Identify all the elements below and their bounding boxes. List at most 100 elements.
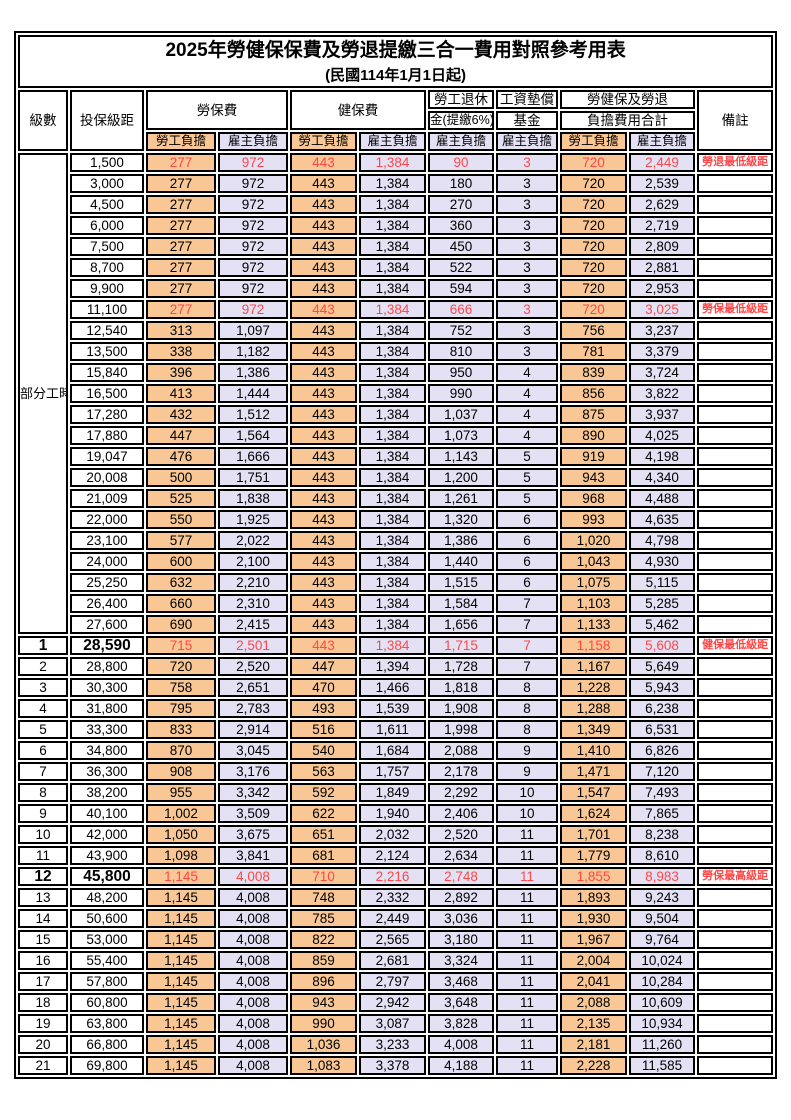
value-cell: 1,515 (428, 573, 494, 592)
remark-cell (697, 573, 774, 592)
value-cell: 4,008 (218, 993, 288, 1012)
value-cell: 1,893 (560, 888, 627, 907)
value-cell: 1,261 (428, 489, 494, 508)
table-row: 1 28,590 715 2,501 443 1,384 1,715 7 1,158 5,608 健… (18, 636, 774, 655)
value-cell: 4,025 (629, 426, 695, 445)
value-cell: 1,998 (428, 720, 494, 739)
table-row: 9,900 277 972 443 1,384 594 3 720 2,953 (18, 279, 774, 298)
value-cell: 11 (496, 909, 558, 928)
value-cell: 6 (496, 573, 558, 592)
value-cell: 1,384 (359, 510, 426, 529)
value-cell: 270 (428, 195, 494, 214)
value-cell: 1,384 (359, 636, 426, 655)
table-row: 27,600 690 2,415 443 1,384 1,656 7 1,133 5,462 (18, 615, 774, 634)
value-cell: 592 (290, 783, 357, 802)
value-cell: 5 (496, 489, 558, 508)
table-row: 10 42,000 1,050 3,675 651 2,032 2,520 11 1,701 8,… (18, 825, 774, 844)
value-cell: 1,384 (359, 342, 426, 361)
level-cell: 15 (18, 930, 68, 949)
bracket-cell: 21,009 (70, 489, 144, 508)
value-cell: 1,075 (560, 573, 627, 592)
value-cell: 919 (560, 447, 627, 466)
remark-cell (697, 1056, 774, 1075)
table-row: 11 43,900 1,098 3,841 681 2,124 2,634 11 1,779 8,… (18, 846, 774, 865)
value-cell: 447 (146, 426, 216, 445)
value-cell: 5,943 (629, 678, 695, 697)
remark-cell (697, 174, 774, 193)
value-cell: 972 (218, 216, 288, 235)
value-cell: 2,032 (359, 825, 426, 844)
value-cell: 710 (290, 867, 357, 886)
level-cell: 1 (18, 636, 68, 655)
col-header-level: 級數 (18, 90, 68, 151)
value-cell: 1,386 (428, 531, 494, 550)
remark-cell (697, 762, 774, 781)
value-cell: 3 (496, 279, 558, 298)
remark-cell (697, 237, 774, 256)
value-cell: 3,342 (218, 783, 288, 802)
value-cell: 9 (496, 762, 558, 781)
value-cell: 1,838 (218, 489, 288, 508)
level-cell: 6 (18, 741, 68, 760)
subheader-total-employer: 雇主負擔 (629, 132, 695, 151)
value-cell: 810 (428, 342, 494, 361)
value-cell: 1,145 (146, 1014, 216, 1033)
table-row: 17,880 447 1,564 443 1,384 1,073 4 890 4,025 (18, 426, 774, 445)
value-cell: 2,629 (629, 195, 695, 214)
value-cell: 443 (290, 321, 357, 340)
value-cell: 2,565 (359, 930, 426, 949)
value-cell: 4,635 (629, 510, 695, 529)
value-cell: 1,145 (146, 909, 216, 928)
table-row: 15 53,000 1,145 4,008 822 2,565 3,180 11 1,967 9,… (18, 930, 774, 949)
title-row: 2025年勞健保保費及勞退提繳三合一費用對照參考用表 (民國114年1月1日起) (18, 35, 774, 88)
value-cell: 3,237 (629, 321, 695, 340)
value-cell: 3,468 (428, 972, 494, 991)
value-cell: 1,384 (359, 300, 426, 319)
value-cell: 758 (146, 678, 216, 697)
value-cell: 890 (560, 426, 627, 445)
value-cell: 3,324 (428, 951, 494, 970)
value-cell: 5,608 (629, 636, 695, 655)
subheader-labor-employee: 勞工負擔 (146, 132, 216, 151)
value-cell: 3,045 (218, 741, 288, 760)
table-row: 17 57,800 1,145 4,008 896 2,797 3,468 11 2,041 10… (18, 972, 774, 991)
col-header-pension-line2: 金(提繳6%) (428, 111, 494, 130)
value-cell: 4 (496, 426, 558, 445)
value-cell: 2,415 (218, 615, 288, 634)
value-cell: 180 (428, 174, 494, 193)
value-cell: 11 (496, 951, 558, 970)
bracket-cell: 13,500 (70, 342, 144, 361)
table-row: 7 36,300 908 3,176 563 1,757 2,178 9 1,471 7,120 (18, 762, 774, 781)
value-cell: 2,748 (428, 867, 494, 886)
value-cell: 720 (560, 300, 627, 319)
value-cell: 443 (290, 216, 357, 235)
table-row: 3 30,300 758 2,651 470 1,466 1,818 8 1,228 5,943 (18, 678, 774, 697)
value-cell: 1,624 (560, 804, 627, 823)
table-row: 13,500 338 1,182 443 1,384 810 3 781 3,379 (18, 342, 774, 361)
value-cell: 756 (560, 321, 627, 340)
value-cell: 360 (428, 216, 494, 235)
value-cell: 1,728 (428, 657, 494, 676)
value-cell: 443 (290, 426, 357, 445)
value-cell: 972 (218, 300, 288, 319)
subheader-labor-employer: 雇主負擔 (218, 132, 288, 151)
remark-cell (697, 216, 774, 235)
value-cell: 720 (560, 174, 627, 193)
value-cell: 10,609 (629, 993, 695, 1012)
value-cell: 277 (146, 300, 216, 319)
value-cell: 2,881 (629, 258, 695, 277)
value-cell: 1,471 (560, 762, 627, 781)
bracket-cell: 31,800 (70, 699, 144, 718)
remark-cell (697, 468, 774, 487)
value-cell: 7 (496, 636, 558, 655)
value-cell: 3 (496, 216, 558, 235)
remark-cell: 健保最低級距 (697, 636, 774, 655)
value-cell: 10,024 (629, 951, 695, 970)
value-cell: 990 (428, 384, 494, 403)
remark-cell (697, 993, 774, 1012)
value-cell: 3,087 (359, 1014, 426, 1033)
remark-cell: 勞退最低級距 (697, 153, 774, 172)
value-cell: 1,930 (560, 909, 627, 928)
level-cell: 13 (18, 888, 68, 907)
value-cell: 3 (496, 174, 558, 193)
